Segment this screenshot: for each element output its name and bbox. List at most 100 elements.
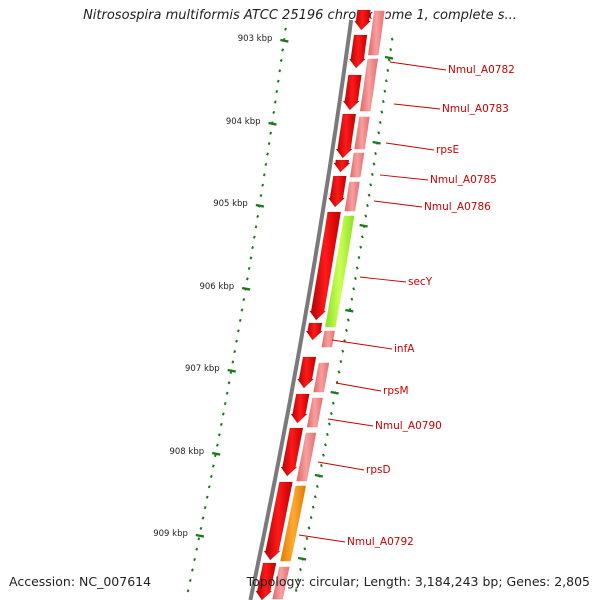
cds-arrow bbox=[342, 74, 362, 111]
cds-block bbox=[319, 329, 337, 349]
cds-arrow bbox=[305, 322, 323, 341]
kbp-label: 908 kbp bbox=[169, 447, 204, 457]
outer-minor-tick bbox=[305, 536, 309, 540]
gene-label[interactable]: rpsM bbox=[383, 385, 409, 397]
outer-minor-tick bbox=[359, 245, 363, 249]
major-tick bbox=[255, 203, 265, 208]
gene-label[interactable]: Nmul_A0790 bbox=[375, 420, 442, 432]
minor-tick bbox=[275, 90, 279, 94]
outer-minor-tick bbox=[331, 401, 335, 405]
minor-tick bbox=[261, 183, 265, 187]
outer-minor-tick bbox=[346, 318, 350, 322]
summary-text: Topology: circular; Length: 3,184,243 bp… bbox=[246, 574, 590, 589]
minor-tick bbox=[242, 298, 246, 302]
outer-minor-tick bbox=[303, 547, 307, 551]
outer-minor-tick bbox=[324, 443, 327, 447]
outer-minor-tick bbox=[366, 204, 369, 208]
gene-label[interactable]: Nmul_A0786 bbox=[424, 201, 491, 213]
minor-tick bbox=[256, 214, 260, 218]
outer-major-tick bbox=[384, 55, 394, 60]
minor-tick bbox=[203, 506, 207, 510]
minor-tick bbox=[264, 162, 268, 166]
outer-minor-tick bbox=[313, 495, 317, 499]
outer-minor-tick bbox=[307, 526, 311, 530]
outer-minor-tick bbox=[345, 328, 348, 332]
minor-tick bbox=[186, 589, 190, 593]
outer-minor-tick bbox=[367, 193, 371, 197]
major-tick bbox=[195, 533, 205, 538]
outer-minor-tick bbox=[294, 588, 298, 592]
minor-tick bbox=[252, 235, 256, 239]
gene-label[interactable]: Nmul_A0782 bbox=[448, 64, 515, 76]
minor-tick bbox=[267, 142, 271, 146]
label-leader bbox=[379, 174, 429, 181]
gene-label[interactable]: Nmul_A0792 bbox=[347, 536, 414, 548]
outer-minor-tick bbox=[389, 48, 393, 52]
outer-minor-tick bbox=[374, 152, 377, 156]
outer-minor-tick bbox=[390, 37, 394, 41]
minor-tick bbox=[190, 568, 194, 572]
cds-arrow bbox=[255, 562, 277, 600]
outer-minor-tick bbox=[320, 464, 323, 468]
minor-tick bbox=[225, 391, 229, 395]
gene-label[interactable]: secY bbox=[408, 276, 433, 288]
minor-tick bbox=[199, 526, 203, 530]
outer-minor-tick bbox=[315, 484, 319, 488]
outer-minor-tick bbox=[354, 276, 357, 280]
label-leader bbox=[317, 461, 365, 471]
minor-tick bbox=[266, 152, 269, 156]
label-leader bbox=[389, 61, 447, 71]
cds-arrow bbox=[290, 393, 310, 424]
cds-arrow bbox=[333, 159, 351, 173]
kbp-label: 906 kbp bbox=[199, 282, 234, 292]
outer-minor-tick bbox=[384, 79, 388, 83]
minor-tick bbox=[281, 48, 285, 52]
minor-tick bbox=[217, 433, 221, 437]
label-leader bbox=[331, 339, 393, 350]
minor-tick bbox=[207, 485, 211, 489]
cds-block bbox=[348, 151, 366, 179]
gene-label[interactable]: infA bbox=[394, 343, 415, 355]
outer-minor-tick bbox=[372, 162, 376, 166]
gene-label[interactable]: rpsE bbox=[436, 144, 459, 156]
outer-feature-track bbox=[255, 9, 372, 600]
cds-arrow bbox=[335, 113, 357, 159]
minor-tick bbox=[238, 318, 242, 322]
minor-tick bbox=[247, 266, 251, 270]
minor-tick bbox=[240, 308, 244, 312]
minor-tick bbox=[209, 474, 213, 478]
outer-major-tick bbox=[297, 556, 307, 561]
minor-tick bbox=[188, 578, 192, 582]
outer-minor-tick bbox=[339, 360, 343, 364]
outer-minor-tick bbox=[370, 172, 374, 176]
kbp-label: 904 kbp bbox=[226, 117, 261, 127]
cds-arrow bbox=[348, 34, 368, 69]
minor-tick bbox=[245, 277, 249, 281]
label-leader bbox=[335, 382, 382, 392]
cds-block bbox=[270, 565, 292, 600]
cds-arrow bbox=[263, 481, 293, 561]
cds-block bbox=[358, 57, 380, 113]
minor-tick bbox=[279, 58, 283, 62]
kbp-label: 909 kbp bbox=[153, 529, 188, 539]
minor-tick bbox=[262, 173, 266, 177]
gene-label[interactable]: Nmul_A0783 bbox=[442, 103, 509, 115]
outer-minor-tick bbox=[364, 214, 368, 218]
label-leader bbox=[393, 103, 441, 110]
gene-label[interactable]: rpsD bbox=[366, 464, 391, 476]
major-tick bbox=[268, 121, 277, 126]
outer-minor-tick bbox=[309, 516, 313, 520]
outer-minor-tick bbox=[299, 568, 302, 572]
minor-tick bbox=[272, 110, 276, 114]
gene-label[interactable]: Nmul_A0785 bbox=[430, 174, 497, 186]
outer-minor-tick bbox=[350, 297, 354, 301]
minor-tick bbox=[284, 27, 287, 31]
cds-block bbox=[323, 214, 357, 329]
outer-minor-tick bbox=[377, 131, 381, 135]
minor-tick bbox=[278, 69, 282, 73]
label-leader bbox=[298, 534, 346, 543]
cds-block bbox=[304, 396, 325, 429]
minor-tick bbox=[193, 558, 196, 562]
kbp-ticks: 903 kbp 904 kbp 905 kbp 906 kbp 907 kbp 908 k… bbox=[153, 27, 394, 593]
